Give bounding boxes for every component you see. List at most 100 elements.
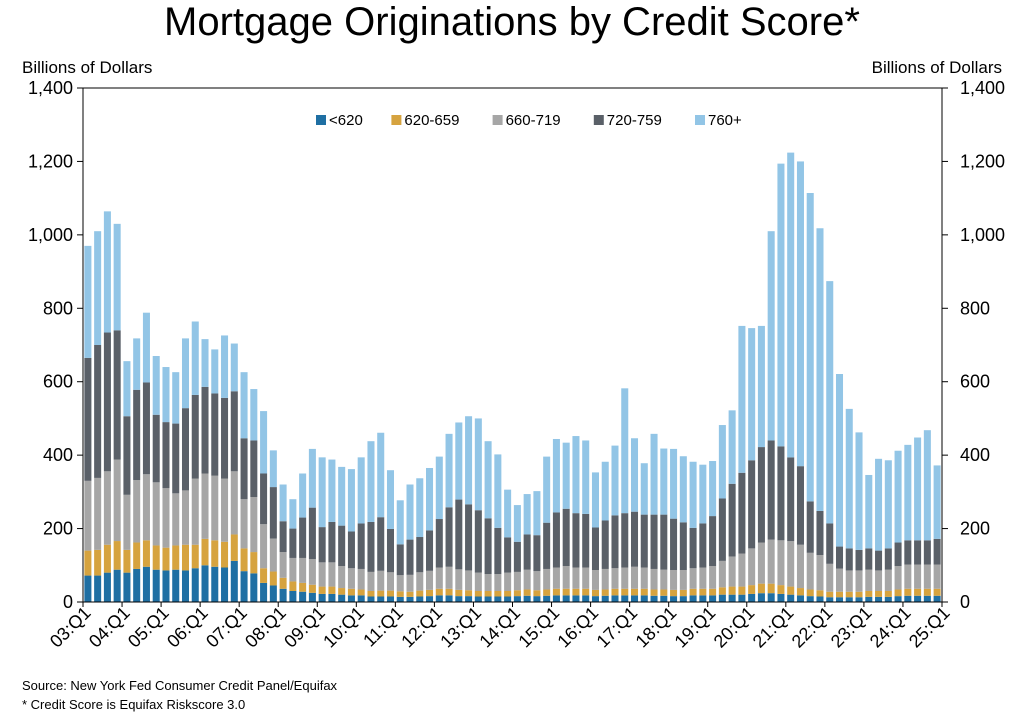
bar-segment bbox=[377, 596, 385, 602]
bar-segment bbox=[465, 590, 473, 597]
bar-segment bbox=[221, 397, 229, 479]
bar-segment bbox=[318, 562, 326, 587]
bar-segment bbox=[191, 394, 199, 479]
bar-segment bbox=[904, 595, 912, 602]
bar-segment bbox=[601, 520, 609, 569]
bar-segment bbox=[504, 596, 512, 602]
bar-segment bbox=[494, 454, 502, 528]
x-tick-label: 22:Q1 bbox=[788, 603, 837, 652]
bar-segment bbox=[445, 433, 453, 508]
x-tick-label: 20:Q1 bbox=[710, 603, 759, 652]
bar-segment bbox=[445, 566, 453, 589]
bar-segment bbox=[796, 595, 804, 602]
bar-segment bbox=[113, 330, 121, 460]
bar-segment bbox=[347, 588, 355, 596]
bar-segment bbox=[318, 457, 326, 528]
bar-segment bbox=[660, 569, 668, 590]
bar-segment bbox=[279, 588, 287, 602]
bar-segment bbox=[142, 566, 150, 602]
bar-segment bbox=[670, 448, 678, 519]
bar-segment bbox=[84, 550, 92, 576]
bar-segment bbox=[855, 570, 863, 592]
bar-segment bbox=[484, 596, 492, 602]
bar-segment bbox=[162, 570, 170, 602]
bar-segment bbox=[787, 457, 795, 542]
bar-segment bbox=[660, 448, 668, 515]
bar-segment bbox=[406, 574, 414, 592]
bar-segment bbox=[465, 504, 473, 571]
bar-segment bbox=[728, 556, 736, 587]
bar-segment bbox=[816, 596, 824, 602]
y-tick-label-right: 800 bbox=[960, 298, 990, 318]
bar-segment bbox=[289, 590, 297, 602]
bar-segment bbox=[757, 593, 765, 602]
bar-segment bbox=[865, 548, 873, 570]
bar-segment bbox=[767, 231, 775, 441]
bar-segment bbox=[416, 596, 424, 602]
bar-segment bbox=[552, 438, 560, 513]
bar-segment bbox=[103, 332, 111, 472]
bar-segment bbox=[816, 555, 824, 591]
y-tick-label-left: 0 bbox=[63, 592, 73, 612]
bar-segment bbox=[796, 588, 804, 596]
bar-segment bbox=[94, 345, 102, 478]
bar-segment bbox=[845, 570, 853, 592]
bar-segment bbox=[777, 540, 785, 586]
bar-segment bbox=[426, 589, 434, 597]
bar-segment bbox=[435, 456, 443, 520]
bar-segment bbox=[806, 501, 814, 553]
bar-segment bbox=[709, 461, 717, 517]
bar-segment bbox=[679, 456, 687, 523]
bar-segment bbox=[865, 590, 873, 597]
bar-segment bbox=[679, 589, 687, 597]
y-tick-label-left: 1,000 bbox=[28, 225, 73, 245]
bar-segment bbox=[533, 491, 541, 536]
x-tick-label: 17:Q1 bbox=[593, 603, 642, 652]
bar-segment bbox=[123, 549, 131, 573]
bar-segment bbox=[386, 596, 394, 602]
bar-segment bbox=[904, 444, 912, 541]
bar-segment bbox=[347, 568, 355, 589]
bar-segment bbox=[504, 590, 512, 597]
bar-segment bbox=[318, 593, 326, 602]
bar-segment bbox=[738, 594, 746, 602]
bar-segment bbox=[484, 590, 492, 597]
bar-segment bbox=[718, 594, 726, 602]
bar-segment bbox=[855, 591, 863, 598]
bar-segment bbox=[552, 567, 560, 589]
bar-segment bbox=[738, 325, 746, 473]
y-tick-label-right: 200 bbox=[960, 519, 990, 539]
bar-segment bbox=[845, 597, 853, 602]
bar-segment bbox=[533, 535, 541, 572]
bar-segment bbox=[826, 523, 834, 564]
bar-segment bbox=[133, 389, 141, 481]
bar-segment bbox=[230, 471, 238, 535]
bar-segment bbox=[650, 568, 658, 590]
bar-segment bbox=[718, 425, 726, 499]
bar-segment bbox=[211, 475, 219, 541]
bar-segment bbox=[543, 456, 551, 523]
bar-segment bbox=[113, 459, 121, 542]
bar-segment bbox=[757, 542, 765, 584]
bar-segment bbox=[357, 595, 365, 602]
x-tick-label: 06:Q1 bbox=[163, 603, 212, 652]
bar-segment bbox=[416, 478, 424, 538]
bar-segment bbox=[533, 571, 541, 591]
bar-segment bbox=[933, 588, 941, 596]
bar-segment bbox=[455, 499, 463, 570]
bar-segment bbox=[718, 560, 726, 588]
bar-segment bbox=[347, 469, 355, 532]
bar-segment bbox=[689, 568, 697, 589]
bar-segment bbox=[123, 494, 131, 550]
bar-segment bbox=[543, 568, 551, 590]
bar-segment bbox=[582, 595, 590, 602]
bar-segment bbox=[875, 570, 883, 591]
bar-segment bbox=[806, 589, 814, 597]
bar-segment bbox=[289, 499, 297, 529]
bar-segment bbox=[289, 528, 297, 558]
x-tick-label: 24:Q1 bbox=[866, 603, 915, 652]
bar-segment bbox=[289, 581, 297, 591]
bar-segment bbox=[757, 583, 765, 594]
bar-segment bbox=[640, 463, 648, 515]
bar-segment bbox=[484, 441, 492, 519]
